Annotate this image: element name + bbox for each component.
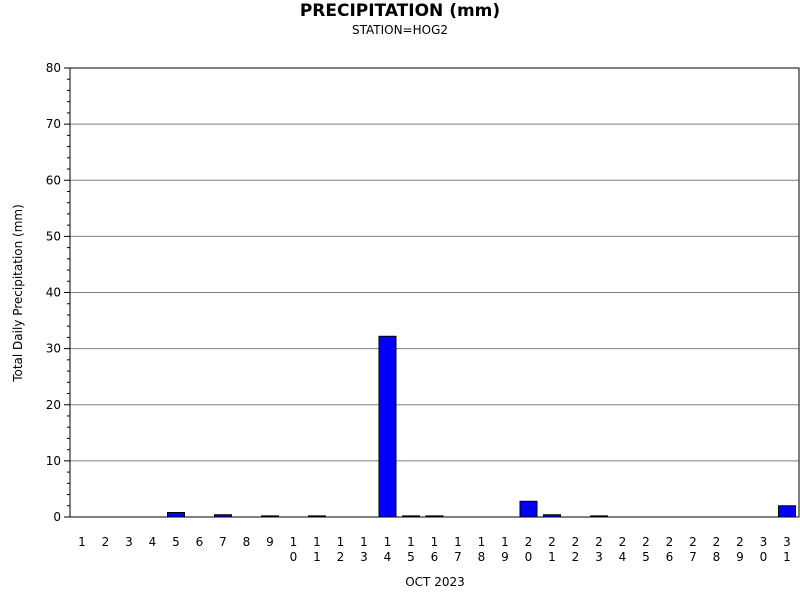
x-tick-label: 1	[548, 550, 556, 564]
x-tick-label: 1	[501, 535, 509, 549]
x-tick-label: 8	[243, 535, 251, 549]
y-axis-ticks: 0 10 20 30 40 50 60 70 80	[46, 61, 70, 524]
x-tick-label: 3	[360, 550, 368, 564]
y-tick-label: 20	[46, 398, 61, 412]
x-tick-label: 8	[478, 550, 486, 564]
y-tick-label: 80	[46, 61, 61, 75]
x-tick-label: 1	[337, 535, 345, 549]
x-tick-label: 4	[384, 550, 392, 564]
x-tick-label: 5	[172, 535, 180, 549]
x-tick-label: 3	[760, 535, 768, 549]
x-tick-label: 2	[337, 550, 345, 564]
y-tick-label: 0	[53, 510, 61, 524]
x-tick-label: 1	[384, 535, 392, 549]
x-tick-label: 6	[431, 550, 439, 564]
x-tick-label: 8	[713, 550, 721, 564]
x-tick-label: 0	[760, 550, 768, 564]
x-tick-label: 2	[102, 535, 110, 549]
bar-day-14	[378, 335, 397, 518]
chart-subtitle: STATION=HOG2	[351, 23, 449, 37]
x-tick-label: 1	[478, 535, 486, 549]
x-tick-label: 1	[454, 535, 462, 549]
x-tick-label: 7	[454, 550, 462, 564]
y-tick-label: 40	[46, 286, 61, 300]
y-tick-label: 60	[46, 173, 61, 187]
x-axis-ticks: 1 2 3 4 5 6 7 8 9 1011121314151617181920212223242…	[78, 535, 791, 564]
x-tick-label: 2	[713, 535, 721, 549]
x-tick-label: 9	[736, 550, 744, 564]
x-tick-label: 1	[313, 535, 321, 549]
x-tick-label: 2	[548, 535, 556, 549]
bars	[167, 335, 796, 518]
x-axis-label: OCT 2023	[405, 575, 465, 589]
x-tick-label: 5	[407, 550, 415, 564]
bar-day-5	[167, 512, 185, 518]
x-tick-label: 2	[642, 535, 650, 549]
x-tick-label: 1	[783, 550, 791, 564]
x-tick-label: 6	[196, 535, 204, 549]
x-tick-label: 3	[125, 535, 133, 549]
x-tick-label: 1	[360, 535, 368, 549]
x-tick-label: 3	[783, 535, 791, 549]
chart-title: PRECIPITATION (mm)	[299, 1, 501, 21]
bar-day-20	[519, 500, 538, 518]
x-tick-label: 1	[407, 535, 415, 549]
x-tick-label: 2	[595, 535, 603, 549]
y-axis-label: Total Daily Precipitation (mm)	[11, 204, 25, 383]
x-tick-label: 4	[149, 535, 157, 549]
y-tick-label: 50	[46, 229, 61, 243]
x-tick-label: 2	[666, 535, 674, 549]
x-tick-label: 5	[642, 550, 650, 564]
x-tick-label: 1	[313, 550, 321, 564]
x-tick-label: 2	[736, 535, 744, 549]
bar-day-31	[778, 505, 796, 518]
x-tick-label: 0	[290, 550, 298, 564]
gridlines	[70, 67, 799, 462]
x-tick-label: 7	[689, 550, 697, 564]
x-tick-label: 9	[501, 550, 509, 564]
x-tick-label: 9	[266, 535, 274, 549]
x-tick-label: 1	[290, 535, 298, 549]
x-tick-label: 1	[431, 535, 439, 549]
y-tick-label: 70	[46, 117, 61, 131]
y-tick-label: 30	[46, 342, 61, 356]
x-tick-label: 2	[525, 535, 533, 549]
x-tick-label: 1	[78, 535, 86, 549]
x-tick-label: 2	[572, 550, 580, 564]
x-tick-label: 2	[619, 535, 627, 549]
x-tick-label: 7	[219, 535, 227, 549]
x-tick-label: 3	[595, 550, 603, 564]
x-tick-label: 0	[525, 550, 533, 564]
x-tick-label: 2	[572, 535, 580, 549]
x-tick-label: 4	[619, 550, 627, 564]
y-tick-label: 10	[46, 454, 61, 468]
x-tick-label: 6	[666, 550, 674, 564]
x-tick-label: 2	[689, 535, 697, 549]
